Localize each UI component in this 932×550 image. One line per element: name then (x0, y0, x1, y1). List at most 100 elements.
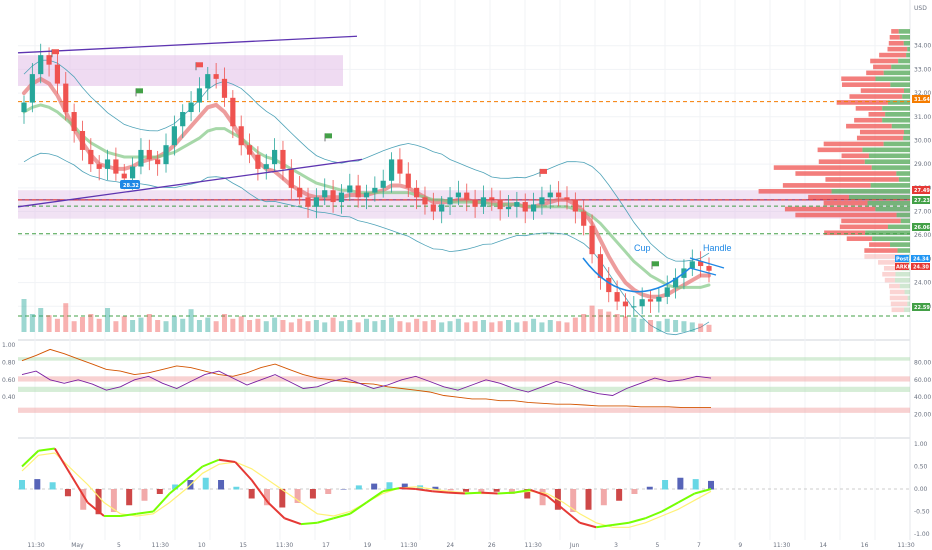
candle-body (21, 102, 27, 113)
oscillator-2-macd-segment (284, 517, 302, 526)
zones-layer (18, 55, 910, 219)
oscillator-2-histogram-bar (355, 485, 362, 490)
candle-body (647, 299, 654, 302)
candle-body (96, 164, 102, 169)
trendline-price-badge-text: 28.32 (123, 183, 139, 189)
time-axis-label: 19 (364, 542, 372, 549)
volume-profile-bar-sell (873, 64, 892, 70)
volume-profile-bar-sell (887, 46, 908, 52)
price-tag-post-value: 24.34 (913, 257, 929, 263)
volume-profile-bar-buy (882, 106, 910, 111)
volume-profile-bar-sell (836, 100, 888, 105)
oscillator-2-histogram-bar (156, 489, 163, 494)
grid-lines (18, 0, 910, 540)
candle-body (706, 266, 712, 271)
trendline-top (17, 35, 358, 54)
candle-body (63, 83, 69, 113)
currency-label: USD (914, 5, 927, 12)
oscillator-zone (18, 386, 910, 392)
candle-body (597, 254, 604, 278)
candle-body (246, 145, 253, 155)
oscillator-2-macd-segment (415, 488, 433, 493)
volume-profile-bar-buy (891, 123, 910, 129)
candle-body (79, 130, 86, 150)
oscillator-2-histogram-bar (616, 489, 623, 501)
oscillator-2-macd-segment (349, 501, 368, 515)
candle-body (188, 102, 194, 113)
volume-profile-bar-buy (894, 277, 910, 283)
candle-body (305, 197, 311, 207)
oscillator-2-histogram-bar (447, 489, 454, 491)
volume-profile-bar-sell (864, 254, 905, 259)
volume-profile-bar-buy (885, 112, 910, 117)
oscillator-2-histogram-bar (95, 489, 102, 515)
candle-body (129, 166, 136, 179)
cup-annotation: Cup (634, 243, 651, 253)
band-upper (23, 59, 710, 262)
oscillator-2-macd-segment (628, 517, 646, 524)
oscillator-2-macd-segment (365, 490, 384, 504)
volume-profile-bar-buy (862, 147, 910, 153)
oscillator-2-histogram-bar (692, 479, 699, 490)
candle-body (514, 202, 520, 207)
horizontal-levels (18, 101, 910, 317)
time-axis-label: 11:30 (27, 542, 44, 549)
candle-body (88, 149, 94, 165)
volume-bar (230, 318, 236, 332)
volume-bar (614, 314, 620, 332)
oscillator-2-histogram-bar (478, 489, 485, 494)
candle-body (355, 185, 361, 198)
oscillator-zone (18, 376, 910, 382)
volume-profile-bar-buy (883, 70, 910, 76)
candle-body (113, 159, 119, 174)
volume-profile-bar-sell (890, 301, 908, 307)
candle-body (121, 173, 127, 179)
volume-profile-bar-sell (795, 212, 897, 218)
oscillator-2-histogram-bar (126, 489, 133, 506)
oscillator-2-macd-segment (694, 488, 712, 495)
candle-body (497, 199, 503, 210)
volume-bar (130, 320, 136, 332)
oscillator-2-histogram-bar (340, 489, 347, 490)
price-tag-arkk-label: ARKK (896, 265, 913, 271)
volume-profile-bar-buy (895, 271, 910, 277)
oscillator-1-right-tick: 40.00 (914, 394, 931, 401)
candle-body (221, 78, 228, 98)
volume-profile-bar-buy (867, 200, 910, 206)
volume-bar (464, 322, 470, 332)
time-axis-label: 26 (488, 542, 496, 549)
handle-line-top (689, 257, 725, 269)
candle-body (297, 187, 303, 198)
trendline-price-badge (120, 180, 140, 189)
candle-body (38, 55, 44, 75)
oscillator-1-right-tick: 60.00 (914, 377, 931, 384)
oscillator-2-macd-segment (579, 521, 597, 529)
candle-body (439, 204, 445, 212)
oscillator-2-histogram-bar (508, 489, 515, 494)
volume-bar (255, 318, 261, 332)
price-tick-label: 24.00 (914, 280, 931, 287)
candle-body (472, 199, 478, 207)
oscillator-2-histogram-bar (248, 489, 255, 499)
candle-body (230, 97, 236, 127)
volume-profile-bar-sell (823, 141, 884, 147)
oscillator-2-macd-segment (530, 488, 548, 497)
volume-bar (347, 320, 353, 332)
oscillator-2-histogram-bar (539, 489, 546, 506)
oscillator-2-histogram-bar (202, 477, 209, 490)
oscillator-2-macd-segment (202, 458, 220, 468)
volume-profile-bar-sell (870, 58, 899, 64)
volume-bar (71, 321, 77, 332)
candle-body (522, 202, 528, 212)
time-axis-label: May (71, 542, 84, 549)
oscillator-2-macd-segment (120, 512, 137, 517)
volume-bar (238, 316, 244, 332)
oscillator-2-macd-segment (464, 491, 482, 495)
volume-profile-bar-sell (855, 106, 883, 111)
oscillator-pane-2 (18, 447, 910, 529)
oscillator-2-histogram-bar (631, 489, 638, 494)
volume-profile-bar-buy (890, 82, 910, 87)
volume-profile-bar-sell (889, 295, 908, 301)
candle-body (505, 206, 512, 210)
